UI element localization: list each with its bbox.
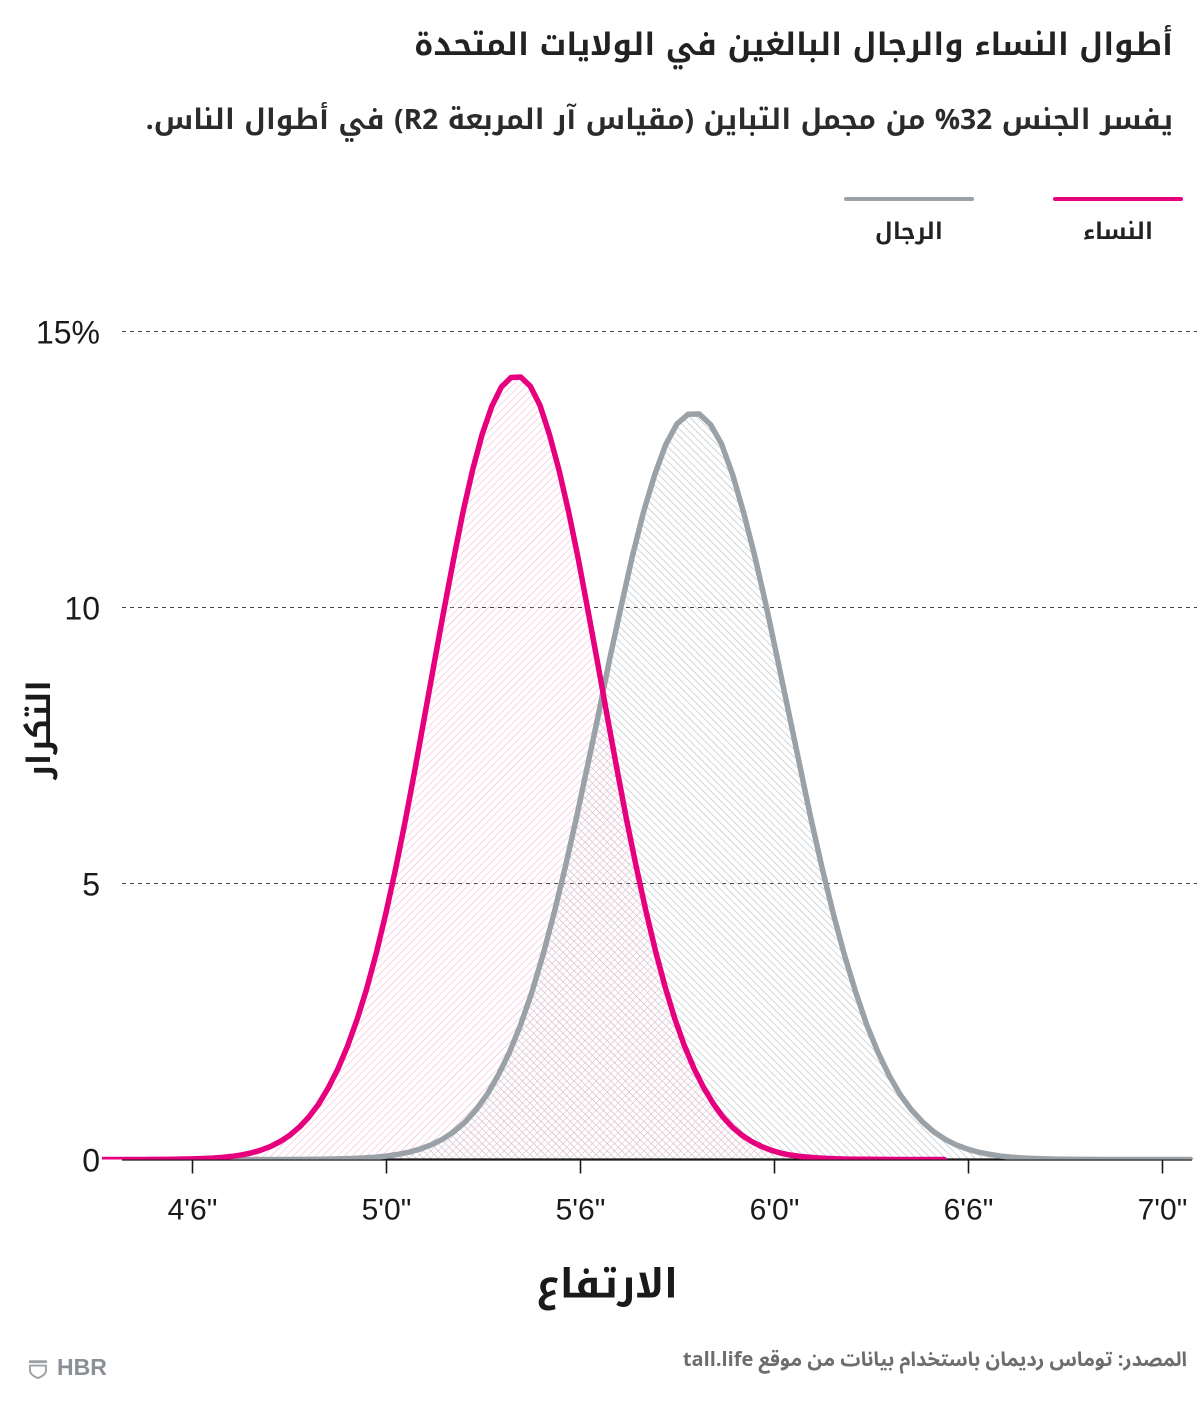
svg-text:4'6": 4'6": [168, 1194, 218, 1227]
svg-text:5: 5: [82, 867, 100, 903]
svg-text:6'6": 6'6": [944, 1194, 994, 1227]
svg-text:0: 0: [82, 1143, 100, 1179]
svg-text:6'0": 6'0": [750, 1194, 800, 1227]
svg-text:10: 10: [64, 591, 100, 627]
svg-text:5'0": 5'0": [362, 1194, 412, 1227]
svg-text:التكرار: التكرار: [9, 680, 70, 781]
svg-text:5'6": 5'6": [556, 1194, 606, 1227]
svg-text:15%: 15%: [36, 315, 100, 351]
svg-text:الارتفاع: الارتفاع: [536, 1247, 678, 1323]
svg-text:7'0": 7'0": [1138, 1194, 1188, 1227]
